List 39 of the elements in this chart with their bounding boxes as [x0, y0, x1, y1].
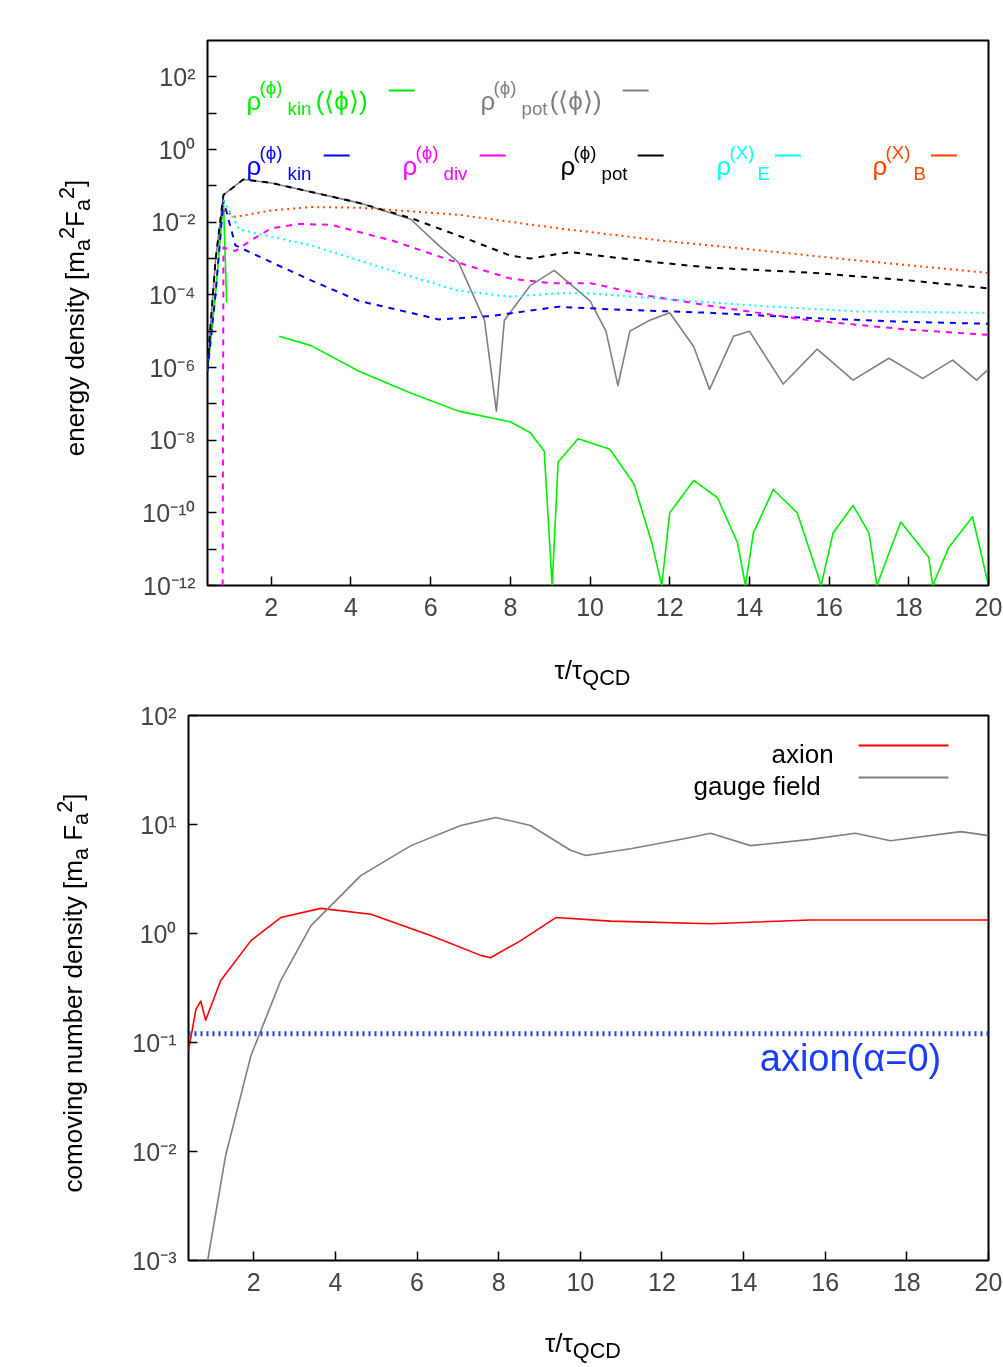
x-tick-label: 10: [576, 592, 604, 621]
x-tick-label: 4: [344, 592, 358, 621]
x-tick-label: 14: [729, 1267, 758, 1296]
x-tick-label: 4: [328, 1267, 343, 1296]
x-tick-label: 2: [246, 1267, 261, 1296]
legend-label: gauge field: [693, 770, 821, 801]
x-tick-label: 16: [811, 1267, 840, 1296]
y-tick-label: 10²: [140, 701, 177, 730]
x-tick-label: 18: [892, 1267, 921, 1296]
legend-label: axion: [771, 738, 834, 769]
y-tick-label: 10⁰: [158, 135, 196, 164]
x-axis-title: τ/τ$_{QCD}$: [545, 1327, 621, 1363]
ref-line-label: axion(α=0): [759, 1036, 942, 1079]
y-tick-label: 10²: [159, 62, 196, 91]
x-tick-label: 14: [735, 592, 764, 621]
x-tick-label: 6: [410, 1267, 425, 1296]
y-tick-label: 10⁻¹²: [143, 571, 196, 600]
x-tick-label: 12: [648, 1267, 676, 1296]
x-axis-title: τ/τ$_{QCD}$: [554, 654, 631, 690]
y-tick-label: 10⁻³: [132, 1246, 177, 1275]
x-tick-label: 20: [974, 1267, 1003, 1296]
y-tick-label: 10¹: [140, 810, 177, 839]
y-tick-label: 10⁻²: [132, 1137, 177, 1166]
y-tick-label: 10⁻¹: [132, 1028, 177, 1057]
y-tick-label: 10⁻⁴: [148, 280, 196, 309]
x-tick-label: 2: [264, 592, 279, 621]
x-tick-label: 8: [503, 592, 518, 621]
x-tick-label: 18: [894, 592, 923, 621]
x-tick-label: 20: [974, 592, 1003, 621]
x-tick-label: 16: [815, 592, 844, 621]
y-tick-label: 10⁻²: [151, 208, 196, 237]
x-tick-label: 12: [655, 592, 684, 621]
y-tick-label: 10⁻⁸: [149, 426, 196, 455]
y-tick-label: 10⁻¹⁰: [142, 498, 196, 527]
x-tick-label: 8: [491, 1267, 506, 1296]
y-tick-label: 10⁻⁶: [149, 353, 196, 382]
x-tick-label: 6: [423, 592, 438, 621]
x-tick-label: 10: [566, 1267, 595, 1296]
y-tick-label: 10⁰: [139, 919, 177, 948]
